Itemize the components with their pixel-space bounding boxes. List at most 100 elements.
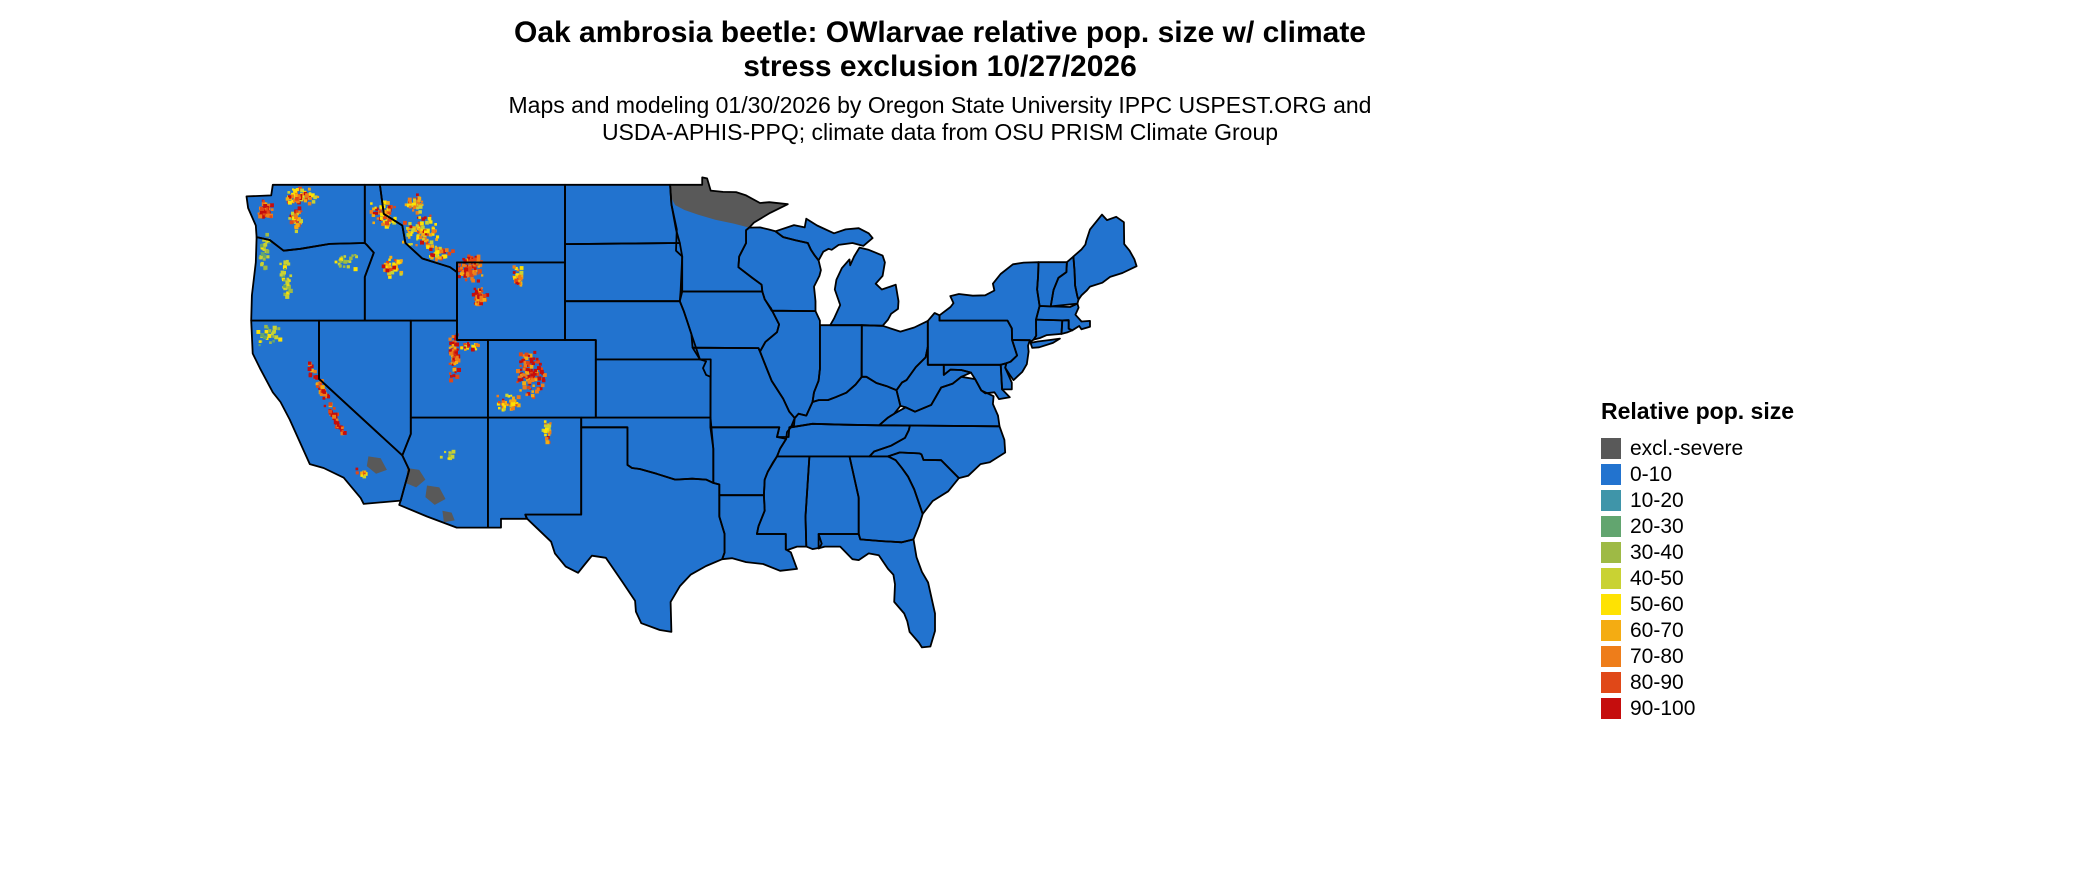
state-shape-miu bbox=[775, 218, 873, 261]
population-speckle bbox=[458, 270, 461, 273]
population-speckle bbox=[534, 361, 537, 364]
population-speckle bbox=[451, 349, 455, 352]
population-speckle bbox=[522, 385, 527, 390]
population-speckle bbox=[438, 256, 442, 260]
population-speckle bbox=[284, 268, 287, 270]
population-speckle bbox=[535, 389, 539, 394]
population-speckle bbox=[526, 361, 530, 365]
population-speckle bbox=[543, 424, 547, 428]
population-speckle bbox=[260, 206, 265, 211]
population-speckle bbox=[475, 343, 479, 347]
population-speckle bbox=[297, 206, 302, 211]
legend-label: 60-70 bbox=[1630, 618, 1684, 642]
population-speckle bbox=[396, 259, 401, 264]
population-speckle bbox=[261, 215, 265, 219]
population-speckle bbox=[390, 271, 395, 275]
population-speckle bbox=[267, 333, 272, 338]
population-speckle bbox=[413, 202, 416, 206]
population-speckle bbox=[547, 430, 550, 433]
population-speckle bbox=[379, 216, 383, 220]
population-speckle bbox=[392, 262, 395, 266]
population-speckle bbox=[280, 270, 285, 275]
population-speckle bbox=[425, 220, 429, 225]
population-speckle bbox=[387, 271, 392, 275]
population-speckle bbox=[549, 422, 552, 425]
state-borders bbox=[245, 176, 1138, 649]
population-speckle bbox=[294, 193, 298, 197]
population-speckle bbox=[339, 257, 343, 262]
population-speckle bbox=[529, 357, 533, 361]
population-speckle bbox=[527, 375, 531, 378]
state-shape-mt bbox=[379, 184, 565, 273]
population-speckle bbox=[408, 222, 412, 226]
population-speckle bbox=[539, 367, 543, 372]
population-speckle bbox=[465, 258, 468, 261]
population-speckle bbox=[455, 360, 459, 364]
population-speckle bbox=[414, 203, 418, 207]
legend-label: 20-30 bbox=[1630, 514, 1684, 538]
population-speckle bbox=[525, 375, 528, 378]
population-speckle bbox=[410, 203, 414, 208]
population-speckle bbox=[443, 254, 448, 259]
legend-item: 70-80 bbox=[1601, 645, 1794, 668]
population-speckle bbox=[479, 271, 482, 274]
population-speckle bbox=[333, 420, 338, 425]
legend-items: excl.-severe 0-10 10-20 20-30 30-40 40-50 50-6… bbox=[1601, 437, 1794, 720]
population-speckle bbox=[407, 243, 411, 246]
legend-item: 80-90 bbox=[1601, 671, 1794, 694]
population-speckle bbox=[286, 277, 290, 281]
population-speckle bbox=[295, 220, 299, 224]
population-speckle bbox=[431, 253, 435, 258]
legend-item: 40-50 bbox=[1601, 567, 1794, 590]
population-speckle bbox=[496, 402, 500, 406]
population-speckle bbox=[523, 375, 526, 378]
population-speckle bbox=[259, 209, 265, 214]
population-speckle bbox=[455, 342, 460, 347]
population-speckle bbox=[544, 433, 547, 437]
population-speckle bbox=[420, 240, 424, 245]
population-speckle bbox=[411, 228, 416, 232]
population-speckle bbox=[521, 373, 525, 377]
legend-title: Relative pop. size bbox=[1601, 398, 1795, 424]
population-speckle bbox=[476, 298, 480, 302]
population-speckle bbox=[464, 348, 467, 351]
population-speckle bbox=[268, 241, 271, 244]
exclusion-region bbox=[406, 468, 426, 488]
population-speckle bbox=[471, 274, 475, 277]
population-speckle bbox=[279, 262, 282, 266]
population-speckle bbox=[452, 356, 456, 359]
population-speckle bbox=[447, 457, 450, 460]
state-shape-ms bbox=[756, 456, 810, 550]
population-speckle bbox=[530, 376, 534, 380]
population-speckle bbox=[547, 430, 552, 435]
population-speckle bbox=[265, 214, 269, 217]
population-speckle bbox=[517, 378, 522, 382]
population-speckle bbox=[519, 364, 522, 367]
population-speckle bbox=[288, 200, 292, 205]
population-speckle bbox=[476, 302, 481, 307]
population-speckle bbox=[380, 212, 384, 217]
population-speckle bbox=[536, 360, 540, 364]
population-speckle bbox=[308, 372, 313, 377]
population-speckle bbox=[392, 265, 397, 270]
state-border-mil bbox=[829, 246, 900, 327]
population-speckle bbox=[281, 275, 286, 280]
population-speckle bbox=[411, 202, 414, 206]
state-fills bbox=[246, 177, 1137, 648]
population-speckle bbox=[519, 266, 524, 270]
population-speckle bbox=[282, 274, 286, 277]
state-shape-ga bbox=[849, 456, 923, 543]
population-speckle bbox=[454, 341, 457, 344]
legend-label: 50-60 bbox=[1630, 592, 1684, 616]
state-shape-fl bbox=[818, 534, 935, 648]
population-speckle bbox=[308, 361, 312, 365]
legend-swatch bbox=[1601, 568, 1621, 589]
population-speckle bbox=[371, 213, 376, 217]
population-speckle bbox=[360, 471, 364, 475]
population-speckle bbox=[407, 197, 412, 202]
population-speckle bbox=[448, 451, 451, 454]
population-speckle bbox=[355, 471, 359, 475]
legend: Relative pop. size excl.-severe 0-10 10-20… bbox=[1601, 398, 1794, 724]
population-speckle bbox=[428, 233, 433, 237]
population-speckle bbox=[514, 278, 518, 282]
